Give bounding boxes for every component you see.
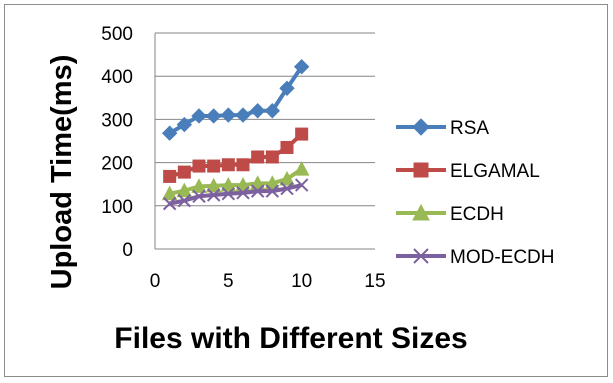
series-group [161,58,310,211]
legend-marker-ecdh [412,203,430,221]
data-point-elgamal-3 [192,159,206,173]
legend-marker-elgamal [413,162,429,178]
data-point-elgamal-10 [295,127,309,141]
data-point-elgamal-6 [236,158,250,172]
y-tick-label-300: 300 [101,110,133,131]
data-point-rsa-2 [176,116,193,133]
legend-label-elgamal: ELGAMAL [450,161,540,182]
data-point-ecdh-3 [191,178,207,193]
data-point-rsa-9 [279,80,295,97]
gridlines [155,32,375,207]
data-point-ecdh-10 [293,161,310,176]
y-tick-label-100: 100 [101,197,133,218]
data-point-elgamal-4 [207,159,221,173]
data-point-ecdh-2 [176,182,193,198]
data-point-mod-ecdh-8 [265,184,280,198]
data-point-rsa-7 [249,103,266,119]
legend-label-mod-ecdh: MOD-ECDH [450,247,555,268]
data-point-mod-ecdh-7 [250,184,265,198]
legend-label-rsa: RSA [450,118,489,139]
data-point-mod-ecdh-1 [162,196,177,211]
data-point-rsa-5 [220,107,237,123]
data-point-elgamal-1 [163,169,177,183]
y-axis-title: Upload Time(ms) [46,55,78,290]
data-point-ecdh-5 [220,177,237,192]
data-point-mod-ecdh-4 [206,188,221,202]
data-point-rsa-8 [264,103,281,119]
data-point-ecdh-9 [279,170,295,186]
x-tick-label-15: 15 [364,271,385,292]
legend-marker-mod-ecdh [413,248,429,264]
data-point-ecdh-1 [161,185,178,201]
tick-labels: 0 100 200 300 400 500 0 5 10 15 [101,24,385,292]
data-point-rsa-10 [293,58,310,75]
y-tick-label-500: 500 [101,24,133,45]
data-point-mod-ecdh-6 [236,186,250,200]
series-line-ecdh [169,167,303,196]
x-tick-label-5: 5 [223,271,234,292]
data-point-mod-ecdh-9 [280,181,294,196]
y-tick-label-0: 0 [122,240,133,261]
legend-item-ecdh: ECDH [396,203,504,225]
x-axis-title: Files with Different Sizes [114,322,467,355]
data-point-elgamal-8 [265,150,279,164]
legend-item-elgamal: ELGAMAL [396,161,540,182]
x-tick-label-10: 10 [291,271,312,292]
data-point-elgamal-9 [280,140,294,154]
series-line-elgamal [169,132,304,179]
axes [154,33,375,250]
series-mod-ecdh [162,178,309,211]
series-line-mod-ecdh [169,183,303,206]
data-point-rsa-1 [161,125,178,141]
legend-marker-rsa [412,118,430,136]
data-point-mod-ecdh-10 [294,178,309,192]
data-point-mod-ecdh-3 [192,189,206,204]
x-tick-label-0: 0 [150,271,161,292]
data-point-elgamal-2 [177,165,191,179]
y-tick-label-400: 400 [101,67,133,88]
data-point-rsa-6 [235,107,251,123]
series-elgamal [163,127,309,183]
data-point-elgamal-5 [221,158,235,172]
data-point-rsa-4 [205,108,222,124]
data-point-mod-ecdh-5 [221,186,236,201]
series-rsa [161,58,310,141]
y-tick-label-200: 200 [101,154,133,175]
data-point-mod-ecdh-2 [177,193,192,208]
legend: RSA ELGAMAL ECDH MOD-ECDH [396,118,555,268]
legend-label-ecdh: ECDH [450,204,504,225]
data-point-ecdh-4 [205,177,222,193]
data-point-elgamal-7 [251,150,265,164]
legend-item-rsa: RSA [396,118,489,139]
legend-item-mod-ecdh: MOD-ECDH [396,247,555,268]
data-point-rsa-3 [191,108,207,124]
series-ecdh [161,161,310,201]
